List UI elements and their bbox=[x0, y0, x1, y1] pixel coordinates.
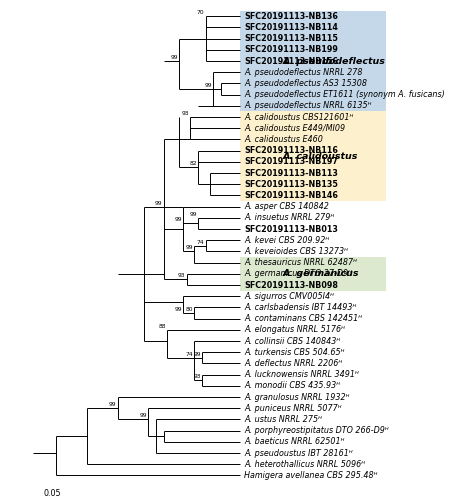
Text: 82: 82 bbox=[189, 162, 197, 166]
Text: A. baeticus NRRL 62501ᴴ: A. baeticus NRRL 62501ᴴ bbox=[244, 438, 344, 446]
Text: 0.05: 0.05 bbox=[44, 490, 61, 498]
Text: 99: 99 bbox=[109, 402, 116, 407]
Text: 93: 93 bbox=[178, 274, 185, 278]
Text: SFC20191113-NB199: SFC20191113-NB199 bbox=[244, 46, 338, 54]
Text: 70: 70 bbox=[197, 10, 205, 15]
Text: A. pseudodeflectus NRRL 6135ᴴ: A. pseudodeflectus NRRL 6135ᴴ bbox=[244, 102, 371, 110]
Text: 99: 99 bbox=[140, 414, 147, 418]
Text: A. germanicus: A. germanicus bbox=[283, 270, 359, 278]
Text: SFC20191113-NB135: SFC20191113-NB135 bbox=[244, 180, 338, 188]
Text: 99: 99 bbox=[174, 218, 182, 222]
Text: A. contaminans CBS 142451ᴴ: A. contaminans CBS 142451ᴴ bbox=[244, 314, 362, 323]
Text: 99: 99 bbox=[193, 352, 201, 356]
Text: Hamigera avellanea CBS 295.48ᴴ: Hamigera avellanea CBS 295.48ᴴ bbox=[244, 471, 377, 480]
Text: A. kevei CBS 209.92ᴴ: A. kevei CBS 209.92ᴴ bbox=[244, 236, 329, 244]
Text: A. puniceus NRRL 5077ᴴ: A. puniceus NRRL 5077ᴴ bbox=[244, 404, 342, 412]
Bar bbox=[240, 10, 386, 112]
Text: 93: 93 bbox=[193, 374, 201, 379]
Text: A. porphyreostipitatus DTO 266-D9ᴴ: A. porphyreostipitatus DTO 266-D9ᴴ bbox=[244, 426, 389, 435]
Text: 99: 99 bbox=[174, 307, 182, 312]
Text: A. deflectus NRRL 2206ᴴ: A. deflectus NRRL 2206ᴴ bbox=[244, 359, 342, 368]
Text: A. heterothallicus NRRL 5096ᴴ: A. heterothallicus NRRL 5096ᴴ bbox=[244, 460, 365, 468]
Text: 99: 99 bbox=[155, 200, 163, 205]
Text: 99: 99 bbox=[170, 55, 178, 60]
Text: 74: 74 bbox=[185, 352, 193, 356]
Text: SFC20191113-NB136: SFC20191113-NB136 bbox=[244, 12, 338, 20]
Text: A. pseudodeflectus NRRL 278: A. pseudodeflectus NRRL 278 bbox=[244, 68, 363, 76]
Text: SFC20191113-NB113: SFC20191113-NB113 bbox=[244, 168, 338, 177]
Text: A. pseudoustus IBT 28161ᴴ: A. pseudoustus IBT 28161ᴴ bbox=[244, 448, 353, 458]
Text: 88: 88 bbox=[159, 324, 166, 328]
Text: A. elongatus NRRL 5176ᴴ: A. elongatus NRRL 5176ᴴ bbox=[244, 326, 345, 334]
Text: A. monodii CBS 435.93ᴴ: A. monodii CBS 435.93ᴴ bbox=[244, 382, 340, 390]
Text: A. pseudodeflectus ET1611 (synonym A. fusicans): A. pseudodeflectus ET1611 (synonym A. fu… bbox=[244, 90, 445, 99]
Text: A. keveioides CBS 13273ᴴ: A. keveioides CBS 13273ᴴ bbox=[244, 247, 348, 256]
Text: A. calidoustus E449/MI09: A. calidoustus E449/MI09 bbox=[244, 124, 345, 132]
Text: A. carlsbadensis IBT 14493ᴴ: A. carlsbadensis IBT 14493ᴴ bbox=[244, 303, 356, 312]
Text: 93: 93 bbox=[182, 111, 189, 116]
Text: A. turkensis CBS 504.65ᴴ: A. turkensis CBS 504.65ᴴ bbox=[244, 348, 344, 356]
Text: A. collinsii CBS 140843ᴴ: A. collinsii CBS 140843ᴴ bbox=[244, 336, 340, 345]
Text: SFC20191113-NB115: SFC20191113-NB115 bbox=[244, 34, 338, 43]
Text: SFC20191113-NB116: SFC20191113-NB116 bbox=[244, 146, 338, 155]
Text: A. germanicus DTO 27-D9ᴴ: A. germanicus DTO 27-D9ᴴ bbox=[244, 270, 352, 278]
Text: SFC20191113-NB197: SFC20191113-NB197 bbox=[244, 158, 338, 166]
Text: 80: 80 bbox=[185, 307, 193, 312]
Text: A. asper CBS 140842: A. asper CBS 140842 bbox=[244, 202, 329, 211]
Text: A. sigurros CMV005I4ᴴ: A. sigurros CMV005I4ᴴ bbox=[244, 292, 334, 300]
Text: A. calidoustus E460: A. calidoustus E460 bbox=[244, 135, 323, 144]
Text: A. granulosus NRRL 1932ᴴ: A. granulosus NRRL 1932ᴴ bbox=[244, 392, 349, 402]
Text: A. pseudodeflectus: A. pseudodeflectus bbox=[283, 56, 385, 66]
Text: SFC20191113-NB098: SFC20191113-NB098 bbox=[244, 280, 338, 289]
Bar bbox=[240, 257, 386, 290]
Text: A. calidoustus CBS121601ᴴ: A. calidoustus CBS121601ᴴ bbox=[244, 112, 353, 122]
Bar bbox=[240, 112, 386, 201]
Text: SFC20191113-NB146: SFC20191113-NB146 bbox=[244, 191, 338, 200]
Text: A. pseudodeflectus AS3 15308: A. pseudodeflectus AS3 15308 bbox=[244, 79, 367, 88]
Text: SFC20191113-NB156: SFC20191113-NB156 bbox=[244, 56, 338, 66]
Text: SFC20191113-NB013: SFC20191113-NB013 bbox=[244, 224, 338, 234]
Text: 99: 99 bbox=[190, 212, 197, 216]
Text: 99: 99 bbox=[185, 246, 193, 250]
Text: 99: 99 bbox=[205, 83, 213, 88]
Text: A. thesauricus NRRL 62487ᴴ: A. thesauricus NRRL 62487ᴴ bbox=[244, 258, 357, 267]
Text: SFC20191113-NB114: SFC20191113-NB114 bbox=[244, 23, 338, 32]
Text: A. lucknowensis NRRL 3491ᴴ: A. lucknowensis NRRL 3491ᴴ bbox=[244, 370, 359, 379]
Text: 74: 74 bbox=[197, 240, 205, 244]
Text: A. insuetus NRRL 279ᴴ: A. insuetus NRRL 279ᴴ bbox=[244, 214, 334, 222]
Text: A. calidoustus: A. calidoustus bbox=[283, 152, 358, 160]
Text: A. ustus NRRL 275ᴴ: A. ustus NRRL 275ᴴ bbox=[244, 415, 322, 424]
